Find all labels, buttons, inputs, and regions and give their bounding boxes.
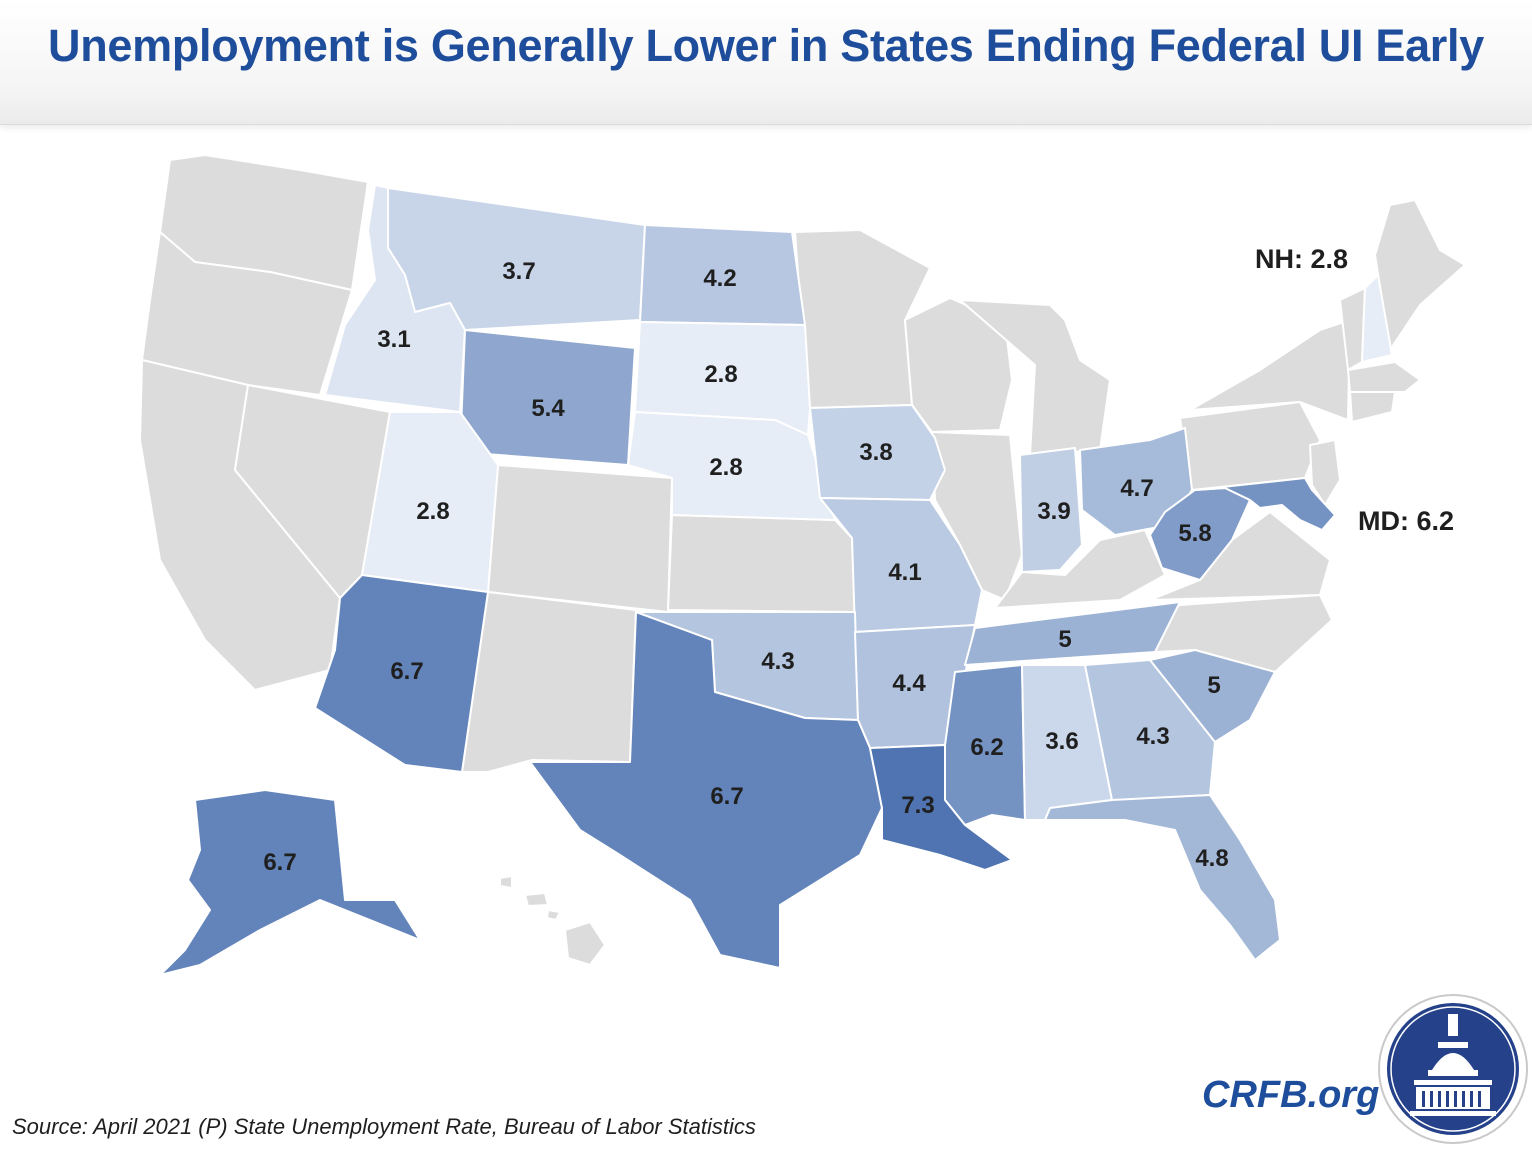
header-bar: Unemployment is Generally Lower in State…: [0, 0, 1532, 125]
state-nm: [461, 591, 637, 773]
state-in: [1019, 447, 1083, 573]
label-in: 3.9: [1037, 498, 1070, 525]
callout-nh: NH: 2.8: [1255, 244, 1348, 274]
source-note: Source: April 2021 (P) State Unemploymen…: [12, 1114, 756, 1139]
state-az: [314, 574, 489, 773]
state-fl: [1044, 794, 1281, 961]
state-tx: [529, 611, 883, 969]
label-id: 3.1: [377, 326, 410, 353]
state-tn: [964, 601, 1181, 666]
state-ks: [667, 514, 856, 613]
state-la: [869, 744, 1013, 871]
state-ma: [1347, 361, 1421, 393]
state-hi: [499, 875, 606, 966]
label-oh: 4.7: [1120, 475, 1153, 502]
label-tx: 6.7: [710, 783, 743, 810]
label-wv: 5.8: [1178, 520, 1211, 547]
label-ok: 4.3: [761, 648, 794, 675]
state-nj: [1309, 439, 1341, 506]
label-mt: 3.7: [502, 258, 535, 285]
callout-md: MD: 6.2: [1358, 506, 1454, 536]
state-co: [487, 464, 673, 613]
state-ak: [159, 789, 421, 976]
label-tn: 5: [1058, 626, 1071, 653]
label-mo: 4.1: [888, 559, 921, 586]
page-title: Unemployment is Generally Lower in State…: [48, 20, 1484, 71]
state-ne: [627, 411, 836, 521]
state-mo: [819, 497, 983, 633]
state-ut: [361, 411, 499, 593]
label-az: 6.7: [390, 658, 423, 685]
label-fl: 4.8: [1195, 845, 1228, 872]
label-ak: 6.7: [263, 849, 296, 876]
label-ms: 6.2: [970, 734, 1003, 761]
state-or: [141, 231, 353, 396]
crfb-seal-logo: [1378, 994, 1528, 1144]
label-sd: 2.8: [704, 361, 737, 388]
state-pa: [1179, 401, 1321, 491]
label-wy: 5.4: [531, 395, 565, 422]
label-ut: 2.8: [416, 498, 449, 525]
state-me: [1374, 199, 1466, 351]
data-states: [159, 184, 1393, 976]
state-nh: [1361, 274, 1393, 363]
label-sc: 5: [1207, 672, 1220, 699]
state-il: [931, 431, 1023, 601]
non-highlighted-states: [139, 154, 1466, 966]
brand-link[interactable]: CRFB.org: [1202, 1074, 1380, 1116]
label-ga: 4.3: [1136, 723, 1169, 750]
label-ne: 2.8: [709, 454, 742, 481]
state-ct: [1349, 391, 1396, 423]
label-la: 7.3: [901, 792, 934, 819]
state-ny: [1189, 319, 1351, 421]
label-ar: 4.4: [892, 670, 926, 697]
state-md: [1194, 477, 1336, 531]
state-mi: [959, 299, 1111, 456]
label-ia: 3.8: [859, 439, 892, 466]
label-nd: 4.2: [703, 265, 736, 292]
data-labels: 3.7 4.2 3.1 2.8 5.4 2.8 2.8 3.8 3.9 4.7 5.8 4.1 6.7 4…: [263, 258, 1228, 876]
label-al: 3.6: [1045, 728, 1078, 755]
